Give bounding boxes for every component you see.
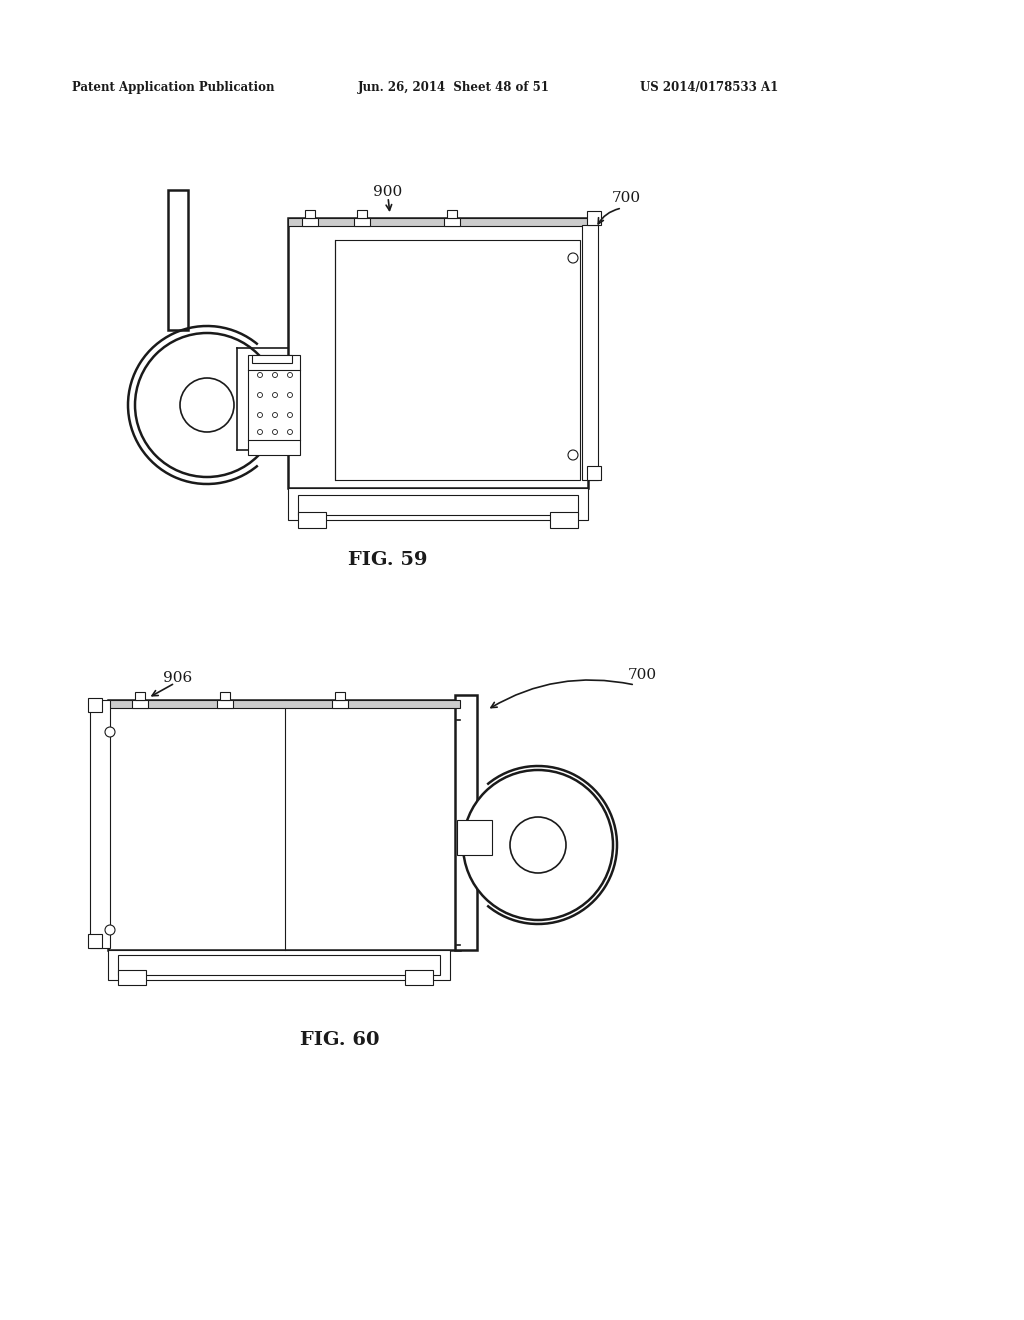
Bar <box>298 495 578 515</box>
Circle shape <box>288 429 293 434</box>
Text: 906: 906 <box>164 671 193 685</box>
Bar <box>406 970 433 985</box>
Circle shape <box>105 925 115 935</box>
Circle shape <box>288 372 293 378</box>
Bar <box>90 700 110 948</box>
Circle shape <box>272 392 278 397</box>
Bar <box>444 218 460 226</box>
Bar <box>455 696 477 950</box>
Circle shape <box>105 727 115 737</box>
Circle shape <box>272 429 278 434</box>
Bar <box>332 700 348 708</box>
Bar <box>88 935 102 948</box>
Bar <box>168 190 188 330</box>
Bar <box>248 355 300 455</box>
Bar <box>217 700 233 708</box>
Bar <box>354 218 370 226</box>
Bar <box>88 698 102 711</box>
Text: Jun. 26, 2014  Sheet 48 of 51: Jun. 26, 2014 Sheet 48 of 51 <box>358 82 550 95</box>
Circle shape <box>568 450 578 459</box>
Bar <box>288 218 588 488</box>
Bar <box>335 692 345 700</box>
Circle shape <box>257 412 262 417</box>
Circle shape <box>288 392 293 397</box>
Text: 700: 700 <box>611 191 641 205</box>
Bar <box>118 970 146 985</box>
Bar <box>587 211 601 224</box>
Bar <box>108 700 460 950</box>
Bar <box>305 210 315 218</box>
Bar <box>252 355 292 363</box>
Bar <box>118 954 440 975</box>
Circle shape <box>257 372 262 378</box>
Bar <box>457 820 492 855</box>
Bar <box>447 210 457 218</box>
Circle shape <box>568 253 578 263</box>
Bar <box>550 512 578 528</box>
Bar <box>288 218 588 226</box>
Bar <box>587 466 601 480</box>
Circle shape <box>288 412 293 417</box>
Bar <box>582 224 598 480</box>
Circle shape <box>463 770 613 920</box>
Text: US 2014/0178533 A1: US 2014/0178533 A1 <box>640 82 778 95</box>
Circle shape <box>180 378 234 432</box>
Circle shape <box>272 372 278 378</box>
Bar <box>135 692 145 700</box>
Bar <box>302 218 318 226</box>
Text: Patent Application Publication: Patent Application Publication <box>72 82 274 95</box>
Bar <box>108 950 450 979</box>
Bar <box>132 700 148 708</box>
Text: FIG. 60: FIG. 60 <box>300 1031 380 1049</box>
Circle shape <box>272 412 278 417</box>
Bar <box>288 488 588 520</box>
Text: FIG. 59: FIG. 59 <box>348 550 428 569</box>
Bar <box>357 210 367 218</box>
Text: 700: 700 <box>628 668 656 682</box>
Circle shape <box>135 333 279 477</box>
Bar <box>220 692 230 700</box>
Circle shape <box>257 392 262 397</box>
Circle shape <box>510 817 566 873</box>
Bar <box>108 700 460 708</box>
Bar <box>335 240 580 480</box>
Text: 900: 900 <box>374 185 402 199</box>
Circle shape <box>257 429 262 434</box>
Bar <box>298 512 326 528</box>
